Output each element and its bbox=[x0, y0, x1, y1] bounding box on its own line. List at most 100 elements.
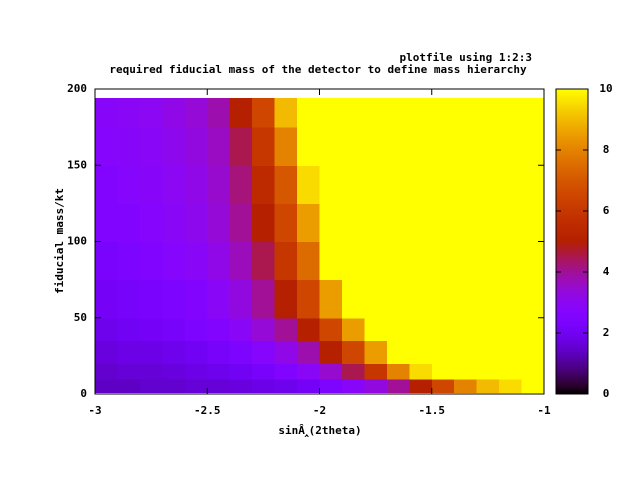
cell bbox=[229, 363, 253, 380]
cell bbox=[341, 340, 365, 364]
cell bbox=[162, 279, 186, 319]
x-tick-label: -1.5 bbox=[419, 404, 446, 417]
cell bbox=[476, 363, 500, 380]
cell bbox=[364, 98, 388, 128]
cell bbox=[341, 98, 365, 128]
cell bbox=[521, 279, 545, 319]
cell bbox=[319, 98, 343, 128]
cell bbox=[364, 241, 388, 281]
cell bbox=[117, 317, 141, 342]
cell bbox=[319, 317, 343, 342]
cell bbox=[521, 241, 545, 281]
cell bbox=[297, 340, 320, 364]
cell bbox=[252, 127, 276, 166]
cell bbox=[364, 340, 388, 364]
x-tick-label: -1 bbox=[537, 404, 551, 417]
cell bbox=[252, 363, 276, 380]
cell bbox=[207, 203, 231, 242]
cell bbox=[139, 98, 163, 128]
cell bbox=[341, 279, 365, 319]
cell bbox=[297, 98, 320, 128]
cell bbox=[319, 203, 343, 242]
cell bbox=[364, 203, 388, 242]
cell bbox=[454, 340, 478, 364]
cell bbox=[252, 165, 276, 204]
cell bbox=[139, 127, 163, 166]
cell bbox=[431, 241, 455, 281]
cell bbox=[274, 127, 298, 166]
cell bbox=[229, 378, 253, 393]
cell bbox=[386, 165, 410, 204]
cell bbox=[409, 279, 433, 319]
cell bbox=[319, 378, 343, 393]
cell bbox=[162, 340, 186, 364]
cell bbox=[386, 317, 410, 342]
cell bbox=[319, 279, 343, 319]
cell bbox=[364, 127, 388, 166]
cell bbox=[341, 241, 365, 281]
cell bbox=[95, 241, 118, 281]
colorbar-tick-label: 4 bbox=[603, 265, 610, 278]
y-tick-label: 0 bbox=[80, 387, 87, 400]
cell bbox=[117, 279, 141, 319]
cell bbox=[499, 363, 523, 380]
cell bbox=[139, 279, 163, 319]
cell bbox=[521, 165, 545, 204]
colorbar-tick-label: 6 bbox=[603, 204, 610, 217]
cell bbox=[184, 203, 208, 242]
colorbar bbox=[555, 88, 589, 395]
cell bbox=[454, 241, 478, 281]
cell bbox=[229, 165, 253, 204]
cell bbox=[117, 127, 141, 166]
cell bbox=[95, 127, 118, 166]
cell bbox=[386, 340, 410, 364]
colorbar-tick-label: 10 bbox=[599, 82, 612, 95]
cell bbox=[341, 317, 365, 342]
cell bbox=[229, 279, 253, 319]
cell bbox=[521, 340, 545, 364]
cell bbox=[409, 317, 433, 342]
y-tick-label: 100 bbox=[67, 235, 87, 248]
cell bbox=[274, 279, 298, 319]
cell bbox=[162, 363, 186, 380]
cell bbox=[207, 317, 231, 342]
cell bbox=[117, 340, 141, 364]
cell bbox=[184, 165, 208, 204]
cell bbox=[409, 203, 433, 242]
cell bbox=[297, 279, 320, 319]
cell bbox=[162, 165, 186, 204]
cell bbox=[454, 203, 478, 242]
cell bbox=[207, 279, 231, 319]
cell bbox=[229, 317, 253, 342]
cell bbox=[184, 340, 208, 364]
x-tick-label: -3 bbox=[88, 404, 101, 417]
cell bbox=[117, 363, 141, 380]
cell bbox=[454, 317, 478, 342]
cell bbox=[139, 363, 163, 380]
cell bbox=[364, 317, 388, 342]
cell bbox=[117, 378, 141, 393]
cell bbox=[252, 340, 276, 364]
cell bbox=[341, 203, 365, 242]
cell bbox=[274, 340, 298, 364]
cell bbox=[476, 165, 500, 204]
cell bbox=[431, 378, 455, 393]
cell bbox=[341, 165, 365, 204]
cell bbox=[297, 317, 320, 342]
cell bbox=[431, 98, 455, 128]
cell bbox=[139, 165, 163, 204]
cell bbox=[207, 363, 231, 380]
cell bbox=[274, 317, 298, 342]
cell bbox=[364, 165, 388, 204]
cell bbox=[274, 165, 298, 204]
cell bbox=[476, 378, 500, 393]
cell bbox=[297, 165, 320, 204]
cell bbox=[409, 241, 433, 281]
cell bbox=[319, 241, 343, 281]
cell bbox=[386, 363, 410, 380]
cell bbox=[499, 203, 523, 242]
cell bbox=[521, 203, 545, 242]
cell bbox=[274, 203, 298, 242]
cell bbox=[364, 279, 388, 319]
y-axis-label: fiducial mass/kt bbox=[53, 188, 66, 294]
